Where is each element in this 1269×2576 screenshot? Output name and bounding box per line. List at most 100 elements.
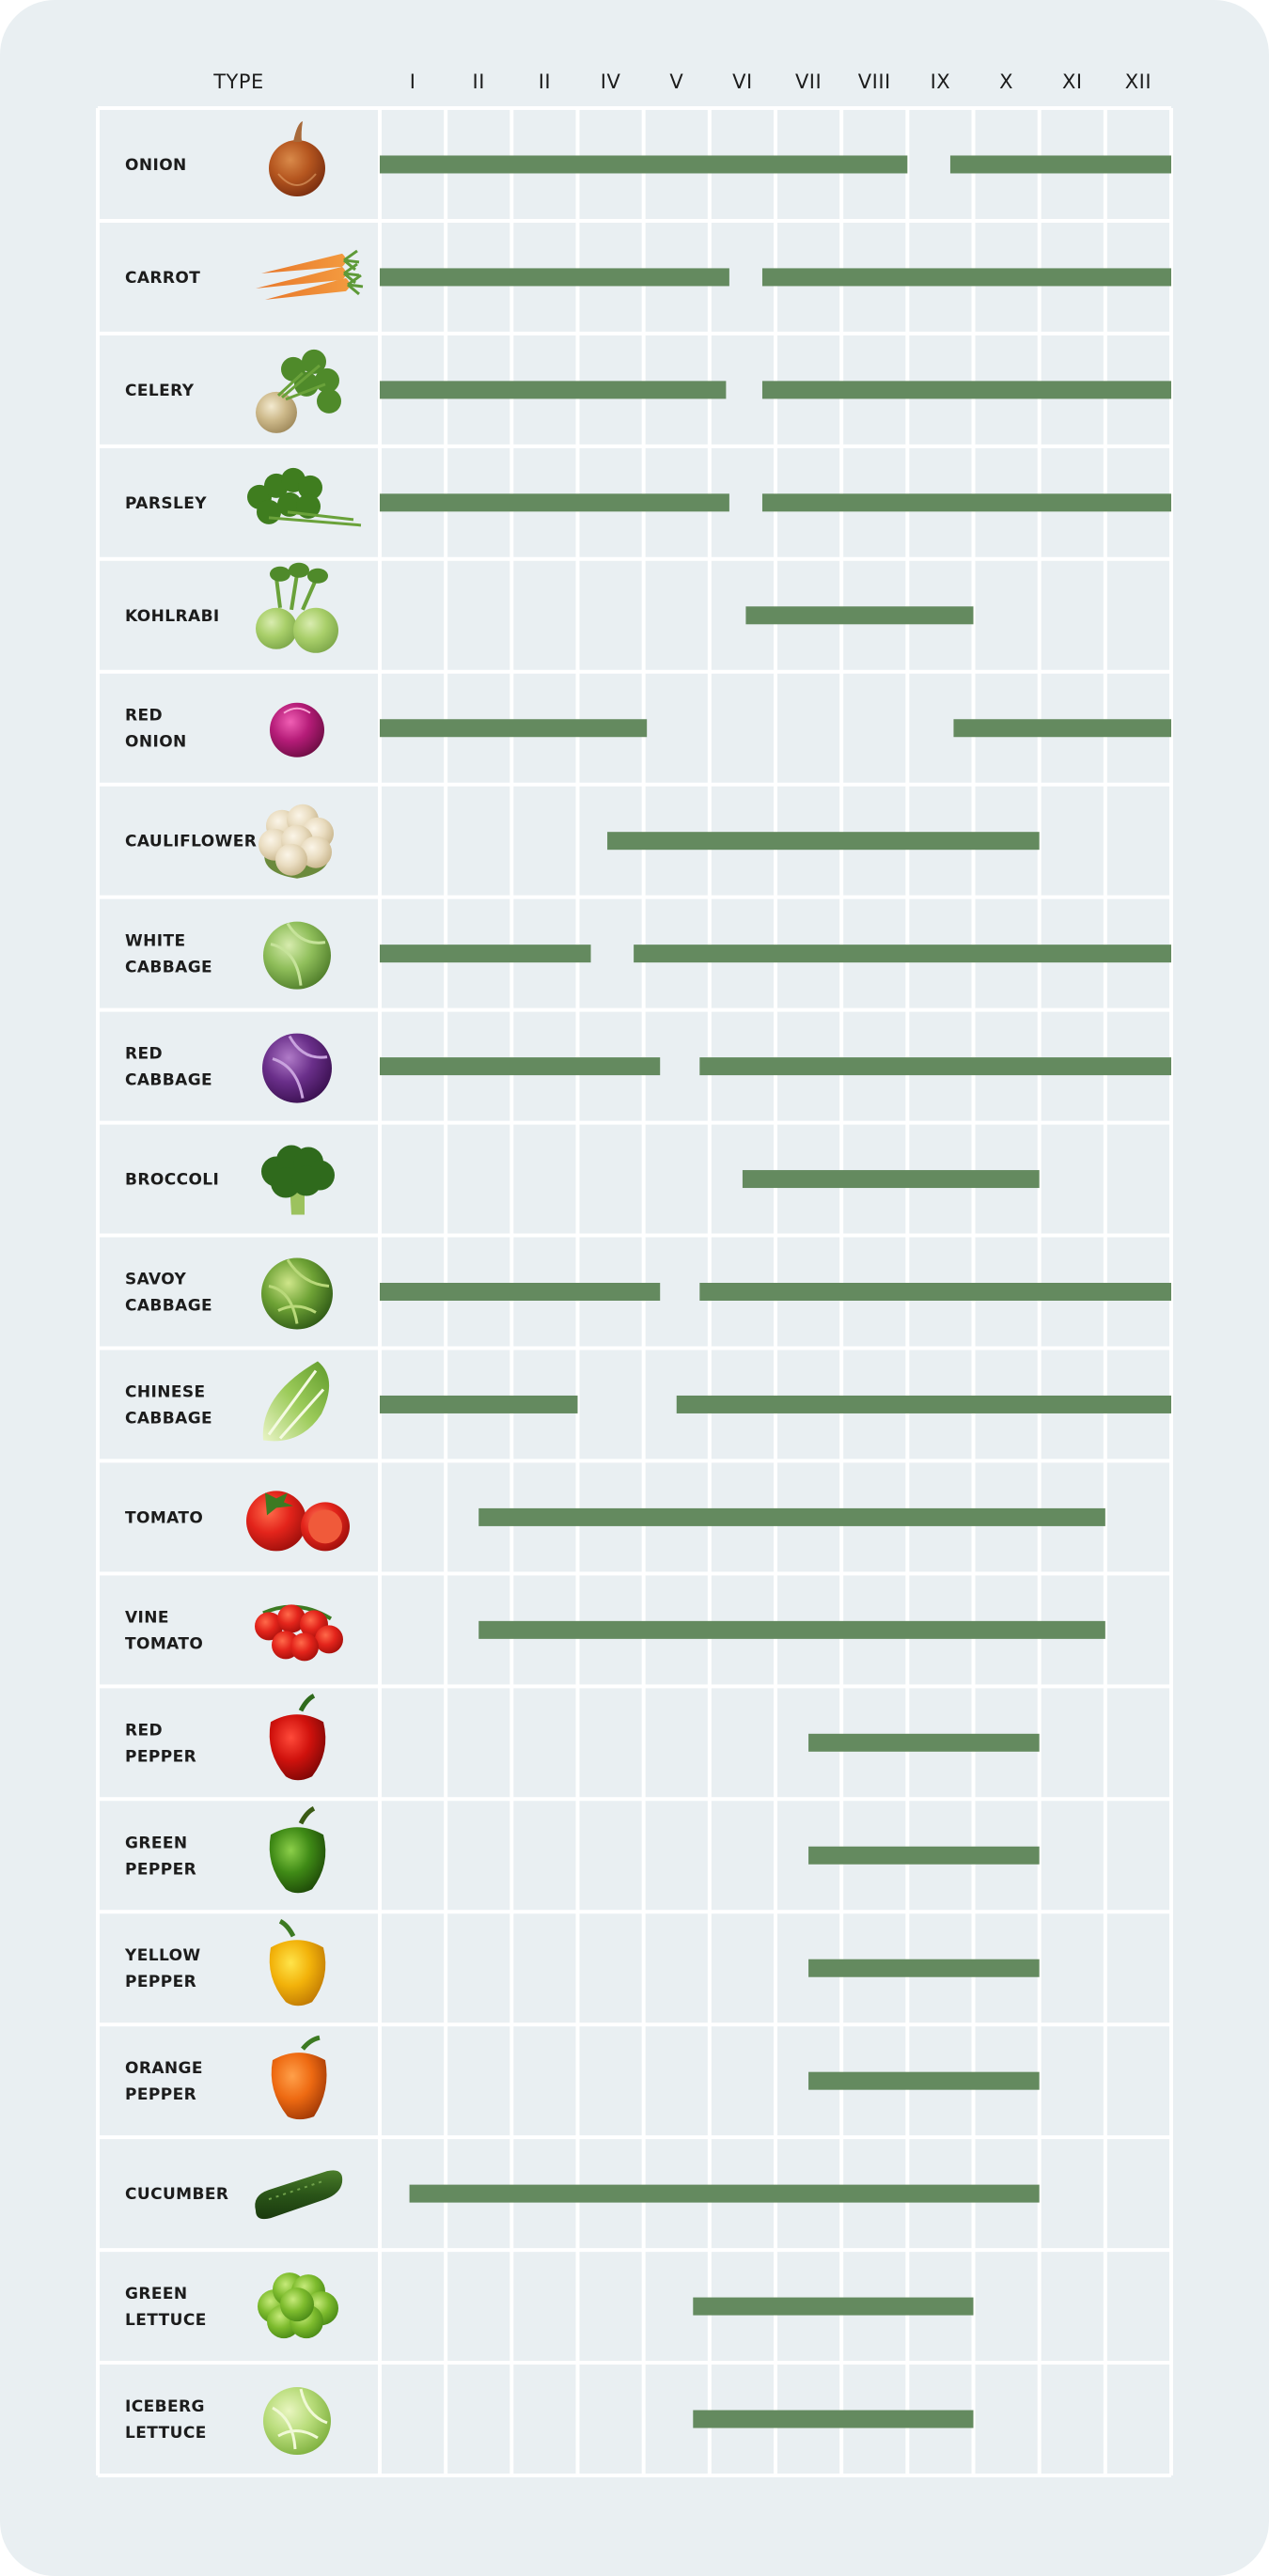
season-bar — [380, 1395, 578, 1413]
season-bar — [380, 493, 729, 512]
savoy-cabbage-icon — [261, 1257, 333, 1330]
red-onion-icon — [270, 702, 324, 757]
parsley-icon — [247, 467, 362, 527]
vegetable-label: GREEN PEPPER — [125, 1834, 196, 1879]
season-bar — [742, 1170, 1040, 1189]
orange-pepper-icon — [271, 2035, 327, 2120]
vegetable-label: KOHLRABI — [125, 607, 220, 626]
vegetable-label: TOMATO — [125, 1508, 203, 1527]
season-bar — [808, 1733, 1040, 1752]
month-header: IV — [601, 70, 621, 93]
month-header: XII — [1125, 70, 1152, 93]
month-header: VIII — [858, 70, 891, 93]
vegetable-label: GREEN LETTUCE — [125, 2285, 207, 2330]
broccoli-icon — [261, 1145, 335, 1215]
vegetable-label: CHINESE CABBAGE — [125, 1382, 212, 1428]
season-bar — [634, 945, 1171, 963]
type-column-header: TYPE — [212, 70, 264, 93]
cucumber-icon — [255, 2170, 343, 2220]
month-header: II — [539, 70, 551, 93]
season-bar — [693, 2410, 974, 2428]
vegetable-label: RED PEPPER — [125, 1721, 196, 1766]
iceberg-lettuce-icon — [263, 2387, 331, 2456]
vegetable-row: ONION — [125, 120, 1171, 196]
season-bar — [409, 2184, 1040, 2203]
month-header: V — [669, 70, 683, 93]
vegetable-row: SAVOY CABBAGE — [125, 1257, 1171, 1330]
cauliflower-icon — [258, 804, 334, 879]
season-bar — [761, 493, 1171, 512]
vegetable-row: VINE TOMATO — [125, 1604, 1105, 1662]
vegetable-label: PARSLEY — [125, 494, 207, 513]
season-bar — [761, 268, 1171, 287]
vegetable-row: GREEN PEPPER — [125, 1806, 1040, 1894]
month-header: I — [410, 70, 416, 93]
vegetable-row: KOHLRABI — [125, 562, 974, 653]
season-bar — [808, 1959, 1040, 1977]
tomato-icon — [246, 1491, 350, 1552]
vegetable-label: CUCUMBER — [125, 2185, 228, 2204]
season-bar — [808, 2071, 1040, 2090]
season-bar — [478, 1507, 1105, 1526]
season-bar — [380, 1057, 661, 1076]
month-header: VI — [732, 70, 753, 93]
vegetable-label: WHITE CABBAGE — [125, 932, 212, 977]
vegetable-label: ONION — [125, 156, 187, 175]
vegetable-row: CUCUMBER — [125, 2170, 1040, 2220]
vegetable-label: CARROT — [125, 269, 200, 288]
vegetable-row: CELERY — [125, 349, 1171, 433]
season-bar — [745, 606, 974, 625]
green-pepper-icon — [269, 1806, 326, 1894]
season-bar — [380, 1283, 661, 1301]
vegetable-label: YELLOW PEPPER — [124, 1946, 201, 1991]
red-cabbage-icon — [262, 1033, 332, 1103]
red-pepper-icon — [269, 1694, 326, 1781]
season-bar — [380, 381, 727, 399]
season-bar — [380, 719, 648, 738]
vegetable-row: RED ONION — [125, 702, 1171, 757]
celery-icon — [256, 349, 341, 433]
vegetable-row: TOMATO — [125, 1491, 1105, 1552]
yellow-pepper-icon — [269, 1918, 326, 2006]
vegetable-row: WHITE CABBAGE — [125, 921, 1171, 990]
season-bar — [380, 155, 908, 174]
vegetable-row: BROCCOLI — [125, 1145, 1040, 1215]
season-bar — [808, 1846, 1040, 1865]
month-header: IX — [931, 70, 951, 93]
month-header: II — [473, 70, 485, 93]
vegetable-row: GREEN LETTUCE — [125, 2272, 974, 2339]
vegetable-row: ICEBERG LETTUCE — [125, 2387, 974, 2456]
season-bar — [699, 1283, 1171, 1301]
season-bar — [676, 1395, 1171, 1413]
vegetable-label: BROCCOLI — [125, 1171, 219, 1190]
vegetable-row: CARROT — [125, 249, 1171, 300]
vegetable-label: RED CABBAGE — [125, 1045, 212, 1090]
vegetable-row: ORANGE PEPPER — [125, 2035, 1040, 2120]
season-bar — [693, 2297, 974, 2316]
vegetable-label: VINE TOMATO — [125, 1608, 203, 1653]
vegetable-row: CAULIFLOWER — [125, 804, 1040, 879]
month-header: VII — [795, 70, 822, 93]
season-bar — [949, 155, 1171, 174]
vegetable-label: SAVOY CABBAGE — [125, 1271, 212, 1316]
vegetable-row: RED PEPPER — [125, 1694, 1040, 1781]
season-bar — [761, 381, 1171, 399]
season-bar — [478, 1620, 1105, 1639]
vegetable-label: CELERY — [125, 382, 195, 400]
vegetable-label: CAULIFLOWER — [125, 833, 257, 851]
onion-icon — [269, 120, 325, 196]
vine-tomato-icon — [255, 1604, 343, 1662]
season-bar — [953, 719, 1171, 738]
vegetable-label: ICEBERG LETTUCE — [125, 2397, 207, 2443]
vegetable-row: CHINESE CABBAGE — [125, 1361, 1171, 1442]
carrot-icon — [256, 249, 364, 300]
season-bar — [607, 832, 1040, 851]
month-header: X — [999, 70, 1013, 93]
season-bar — [380, 268, 729, 287]
month-header: XI — [1062, 70, 1083, 93]
season-bar — [699, 1057, 1171, 1076]
green-lettuce-icon — [258, 2272, 338, 2339]
vegetable-row: RED CABBAGE — [125, 1033, 1171, 1103]
